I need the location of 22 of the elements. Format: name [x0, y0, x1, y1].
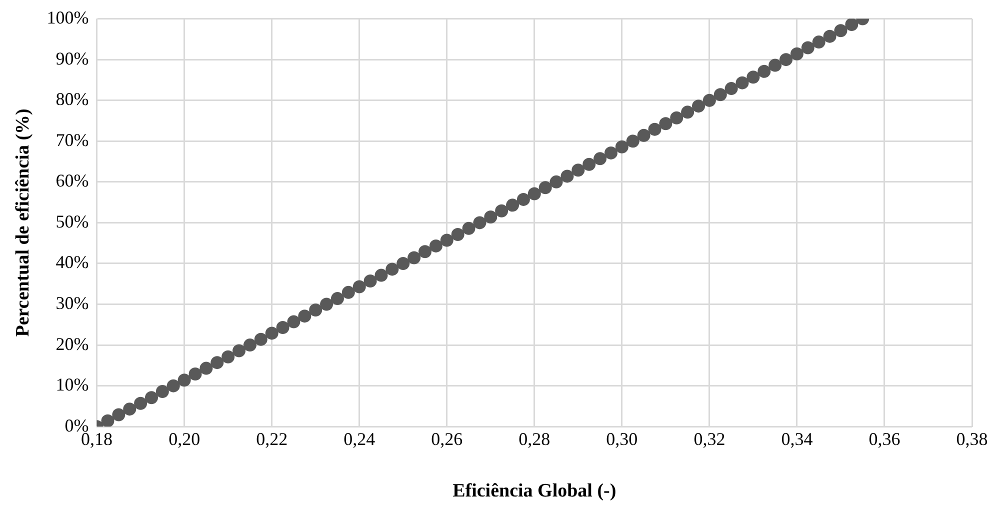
y-tick-label: 60% — [56, 170, 89, 191]
x-tick-label: 0,32 — [694, 429, 726, 450]
x-tick-label: 0,20 — [168, 429, 200, 450]
y-tick-label: 50% — [56, 211, 89, 232]
y-tick-label: 10% — [56, 374, 89, 395]
y-tick-label: 70% — [56, 130, 89, 150]
y-tick-label: 30% — [56, 292, 89, 313]
y-tick-label: 20% — [56, 334, 89, 354]
x-tick-label: 0,26 — [431, 429, 463, 450]
x-tick-label: 0,36 — [868, 429, 900, 450]
x-tick-label: 0,34 — [781, 429, 813, 450]
y-tick-label: 80% — [56, 89, 89, 110]
x-axis-title: Eficiência Global (-) — [452, 480, 616, 502]
y-axis-title: Percentual de eficiência (%) — [12, 108, 34, 337]
x-tick-label: 0,38 — [956, 429, 988, 450]
y-tick-label: 100% — [46, 8, 89, 28]
y-tick-label: 90% — [56, 48, 89, 68]
x-tick-label: 0,22 — [256, 429, 288, 450]
x-tick-label: 0,28 — [518, 429, 550, 450]
x-tick-label: 0,30 — [606, 429, 638, 450]
x-tick-label: 0,24 — [344, 429, 376, 450]
y-tick-label: 40% — [56, 252, 89, 272]
